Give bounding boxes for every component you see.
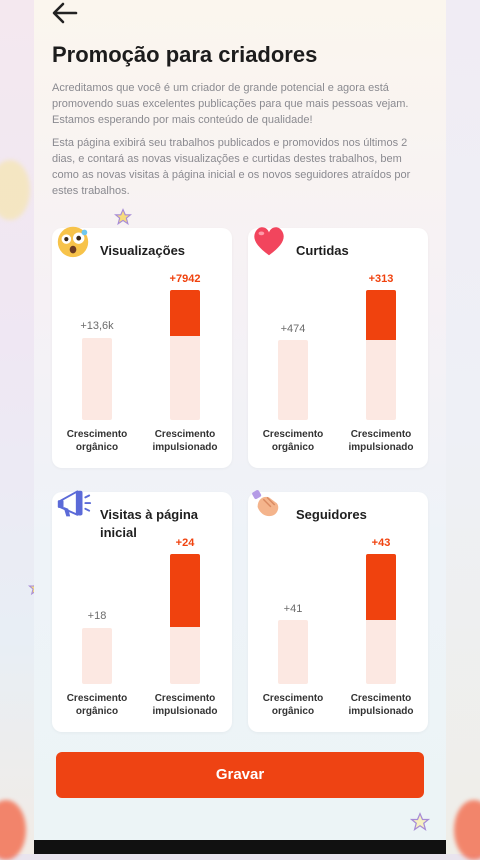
boosted-value: +24	[175, 537, 195, 549]
record-button[interactable]: Gravar	[56, 752, 424, 798]
boosted-label: Crescimento impulsionado	[152, 429, 218, 453]
organic-value: +13,6k	[80, 320, 114, 332]
boosted-bar	[170, 290, 200, 420]
arrow-left-icon	[52, 2, 78, 24]
heart-icon	[254, 227, 284, 256]
card-title: Visualizações	[100, 243, 186, 258]
boosted-value: +43	[371, 537, 391, 549]
organic-label: Crescimento orgânico	[262, 429, 324, 453]
organic-value: +474	[280, 323, 306, 335]
card-title: Curtidas	[296, 243, 349, 258]
organic-bar	[278, 620, 308, 684]
main-screen: Promoção para criadores Acreditamos que …	[34, 0, 446, 840]
card-title: Seguidores	[296, 507, 367, 522]
boosted-label: Crescimento impulsionado	[152, 693, 218, 717]
organic-label: Crescimento orgânico	[262, 693, 324, 717]
boosted-label: Crescimento impulsionado	[348, 429, 414, 453]
star-decoration-icon	[410, 812, 430, 831]
background-right	[446, 0, 480, 860]
boosted-bar	[170, 554, 200, 684]
description-paragraph-2: Esta página exibirá seu trabalhos public…	[52, 137, 411, 197]
card-title: Visitas à página inicial	[100, 507, 199, 540]
metric-card-profile-visits: Visitas à página inicial +18 +24 Crescim…	[52, 490, 232, 732]
back-button[interactable]	[50, 0, 80, 30]
metric-card-followers: Seguidores +41 +43 Crescimento orgânico …	[248, 490, 428, 732]
page-title: Promoção para criadores	[52, 42, 318, 67]
boosted-value: +7942	[169, 273, 201, 285]
organic-bar	[82, 628, 112, 684]
boosted-value: +313	[368, 273, 394, 285]
organic-label: Crescimento orgânico	[66, 429, 128, 453]
organic-bar	[82, 338, 112, 420]
boosted-label: Crescimento impulsionado	[348, 693, 414, 717]
metric-card-likes: Curtidas +474 +313 Crescimento orgânico …	[248, 227, 428, 468]
megaphone-icon	[57, 490, 92, 517]
boosted-bar	[366, 554, 396, 684]
background-left	[0, 0, 34, 860]
description-paragraph-1: Acreditamos que você é um criador de gra…	[52, 82, 409, 126]
organic-bar	[278, 340, 308, 420]
organic-label: Crescimento orgânico	[66, 693, 128, 717]
bottom-bar	[34, 840, 446, 854]
handshake-icon	[252, 490, 279, 517]
surprised-face-icon	[57, 226, 89, 258]
organic-value: +18	[87, 610, 107, 622]
organic-value: +41	[283, 603, 303, 615]
star-decoration-icon	[114, 208, 132, 226]
metric-card-views: Visualizações +13,6k +7942 Crescimento o…	[52, 226, 232, 468]
boosted-bar	[366, 290, 396, 420]
